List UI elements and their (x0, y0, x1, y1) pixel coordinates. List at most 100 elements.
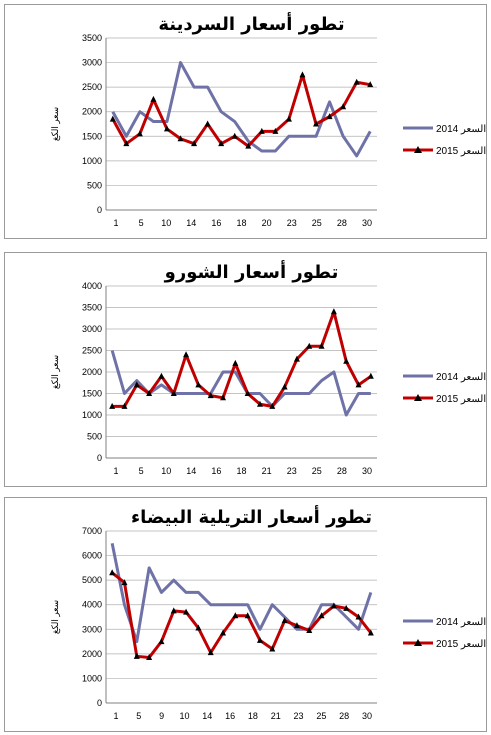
data-point-2015 (353, 78, 360, 85)
data-point-2015 (133, 381, 140, 388)
series-line-2014 (110, 542, 373, 644)
y-tick-label: 6000 (82, 551, 102, 561)
y-tick-label: 2500 (82, 346, 102, 356)
x-tick-label: 16 (211, 466, 221, 476)
legend-marker-2015 (414, 394, 422, 401)
x-tick-label: 25 (316, 711, 326, 721)
data-point-2015 (272, 127, 279, 134)
legend-marker-2015 (414, 639, 422, 646)
x-tick-label: 10 (161, 466, 171, 476)
data-point-2015 (285, 115, 292, 122)
legend-label: 2015 السعر (436, 394, 486, 405)
x-tick-label: 1 (113, 218, 118, 228)
x-tick-label: 28 (339, 711, 349, 721)
x-tick-label: 14 (202, 711, 212, 721)
data-point-2015 (330, 602, 337, 609)
x-tick-label: 18 (236, 466, 246, 476)
data-point-2015 (256, 636, 263, 643)
legend-label: 2014 السعر (436, 617, 486, 628)
data-point-2015 (306, 342, 313, 349)
x-tick-label: 14 (186, 218, 196, 228)
chart-sardine: تطور أسعار السردينة 0 500 1000 1500 2000 2500 3… (50, 12, 486, 228)
x-tick-label: 10 (161, 218, 171, 228)
data-point-2015 (245, 142, 252, 149)
data-point-2015 (256, 400, 263, 407)
legend-label: 2014 السعر (436, 124, 486, 135)
data-point-2015 (281, 617, 288, 624)
x-tick-label: 30 (362, 711, 372, 721)
data-point-2015 (121, 579, 128, 586)
y-tick-label: 3000 (82, 624, 102, 634)
data-point-2015 (355, 381, 362, 388)
data-point-2015 (299, 71, 306, 78)
data-point-2015 (183, 351, 190, 358)
data-point-2015 (318, 612, 325, 619)
y-tick-label: 2000 (82, 649, 102, 659)
x-tick-label: 28 (337, 466, 347, 476)
data-point-2015 (293, 622, 300, 629)
data-point-2015 (183, 608, 190, 615)
data-point-2015 (218, 140, 225, 147)
y-tick-label: 0 (97, 453, 102, 463)
data-point-2015 (204, 120, 211, 127)
legend-label: 2015 السعر (436, 639, 486, 650)
x-tick-label: 30 (362, 466, 372, 476)
data-point-2015 (191, 140, 198, 147)
chart-panel-sardine: تطور أسعار السردينة 0 500 1000 1500 2000 2500 3… (4, 4, 487, 239)
data-point-2015 (121, 402, 128, 409)
data-point-2015 (146, 654, 153, 661)
x-tick-label: 23 (294, 711, 304, 721)
series-line-2015 (112, 310, 372, 408)
y-tick-label: 500 (87, 432, 102, 442)
data-point-2015 (150, 95, 157, 102)
data-point-2015 (158, 372, 165, 379)
x-tick-label: 30 (362, 218, 372, 228)
data-point-2015 (146, 390, 153, 396)
x-tick-label: 5 (139, 218, 144, 228)
data-point-2015 (293, 355, 300, 362)
data-point-2015 (177, 135, 184, 142)
y-tick-label: 3000 (82, 58, 102, 68)
data-point-2015 (109, 569, 116, 576)
data-point-2015 (195, 381, 202, 388)
data-point-2015 (318, 342, 325, 349)
data-point-2015 (231, 132, 238, 139)
data-point-2015 (163, 125, 170, 132)
data-point-2015 (158, 638, 165, 645)
data-point-2015 (232, 612, 239, 619)
x-tick-label: 25 (312, 466, 322, 476)
data-point-2015 (258, 127, 265, 134)
data-point-2015 (269, 645, 276, 652)
x-tick-label: 9 (159, 711, 164, 721)
x-tick-label: 16 (211, 218, 221, 228)
legend-marker-2015 (414, 146, 422, 153)
y-tick-label: 4000 (82, 281, 102, 291)
data-point-2015 (123, 140, 130, 147)
y-tick-label: 1000 (82, 673, 102, 683)
x-tick-label: 18 (248, 711, 258, 721)
data-point-2015 (367, 372, 374, 379)
data-point-2015 (220, 394, 227, 401)
data-point-2015 (367, 81, 374, 88)
y-tick-label: 1000 (82, 156, 102, 166)
data-point-2015 (355, 613, 362, 620)
x-tick-label: 10 (179, 711, 189, 721)
x-tick-label: 5 (139, 466, 144, 476)
x-tick-label: 1 (113, 466, 118, 476)
x-tick-label: 5 (136, 711, 141, 721)
chart-shouro: تطور أسعار الشورو 0 500 1000 1500 2000 2500 300… (50, 260, 486, 476)
data-point-2015 (109, 115, 116, 122)
y-tick-label: 4000 (82, 600, 102, 610)
y-axis-label: سعر الكغ (50, 107, 61, 141)
x-tick-label: 23 (287, 218, 297, 228)
x-tick-label: 21 (262, 466, 272, 476)
chart-white-trillia: تطور أسعار التريلية البيضاء 0 1000 2000 3000… (50, 505, 486, 721)
x-tick-label: 21 (271, 711, 281, 721)
data-point-2015 (313, 120, 320, 127)
chart-title: تطور أسعار الشورو (164, 260, 339, 283)
chart-panel-shouro: تطور أسعار الشورو 0 500 1000 1500 2000 2500 300… (4, 252, 487, 487)
x-tick-label: 23 (287, 466, 297, 476)
x-tick-label: 16 (225, 711, 235, 721)
y-tick-label: 0 (97, 205, 102, 215)
data-point-2015 (136, 130, 143, 137)
